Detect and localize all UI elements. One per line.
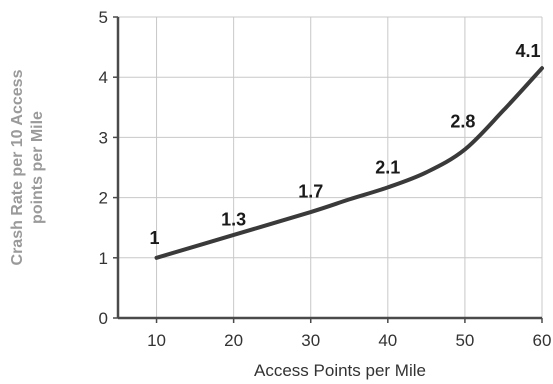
y-axis-title-line-1: Crash Rate per 10 Access — [9, 69, 26, 265]
data-label-20: 1.3 — [221, 210, 246, 230]
series-line — [154, 66, 544, 260]
x-tick-label-50: 50 — [455, 331, 474, 350]
data-label-30: 1.7 — [298, 182, 323, 202]
x-tick-label-30: 30 — [301, 331, 320, 350]
chart-grid — [118, 16, 543, 318]
y-tick-label-5: 5 — [99, 8, 108, 27]
chart-series — [154, 66, 544, 260]
x-tick-label-10: 10 — [147, 331, 166, 350]
y-tick-label-0: 0 — [99, 309, 108, 328]
data-label-60: 4.1 — [515, 41, 540, 61]
data-label-40: 2.1 — [375, 158, 400, 178]
y-tick-label-3: 3 — [99, 128, 108, 147]
data-label-10: 1 — [150, 228, 160, 248]
x-axis-ticks: 10 20 30 40 50 60 — [147, 318, 551, 350]
y-axis-ticks: 0 1 2 3 4 5 — [99, 8, 118, 328]
y-tick-label-2: 2 — [99, 189, 108, 208]
y-tick-label-4: 4 — [99, 68, 108, 87]
x-tick-label-40: 40 — [378, 331, 397, 350]
data-labels: 1 1.3 1.7 2.1 2.8 4.1 — [150, 41, 541, 248]
x-tick-label-20: 20 — [224, 331, 243, 350]
y-axis-title-line-2: points per Mile — [29, 111, 46, 224]
x-tick-label-60: 60 — [533, 331, 552, 350]
y-axis-title: Crash Rate per 10 Access points per Mile — [9, 69, 46, 265]
x-axis-title: Access Points per Mile — [254, 361, 426, 380]
y-tick-label-1: 1 — [99, 249, 108, 268]
chart-axes — [116, 17, 542, 320]
data-label-50: 2.8 — [450, 111, 475, 131]
